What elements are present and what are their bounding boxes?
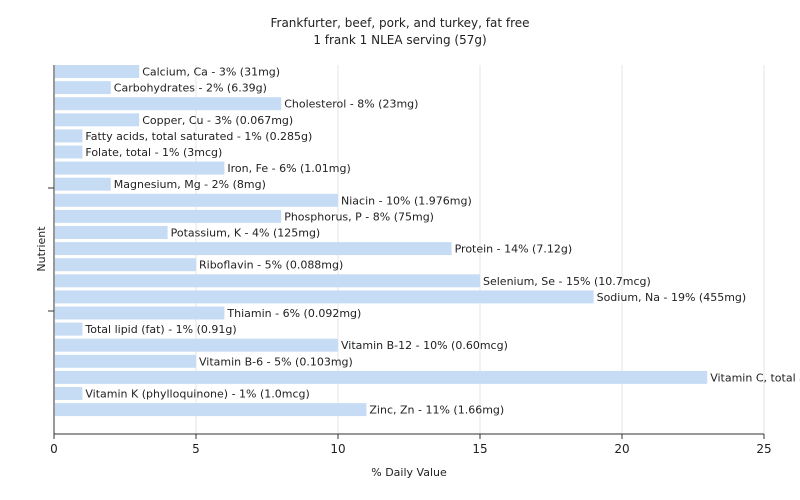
bar — [55, 65, 140, 78]
bar-label: Calcium, Ca - 3% (31mg) — [142, 66, 280, 79]
bar — [55, 370, 708, 384]
bar — [55, 403, 367, 417]
bar-label: Riboflavin - 5% (0.088mg) — [199, 259, 343, 272]
bar-label: Selenium, Se - 15% (10.7mcg) — [483, 275, 651, 288]
bar-label: Copper, Cu - 3% (0.067mg) — [142, 114, 293, 127]
bar — [55, 97, 282, 111]
bar-label: Potassium, K - 4% (125mg) — [171, 227, 321, 240]
x-tick-label: 5 — [192, 442, 200, 456]
bar — [55, 209, 282, 223]
bars — [55, 65, 708, 417]
bar-label: Vitamin C, total ascorbic acid - 23% (13… — [710, 371, 800, 384]
y-axis-ticks — [48, 187, 54, 312]
bar-label: Phosphorus, P - 8% (75mg) — [284, 210, 434, 223]
x-axis-ticks: 0 5 10 15 20 25 — [50, 434, 772, 456]
bar — [55, 226, 168, 239]
bar — [55, 322, 83, 336]
bar-label: Iron, Fe - 6% (1.01mg) — [227, 162, 350, 175]
bar-label: Total lipid (fat) - 1% (0.91g) — [84, 323, 236, 336]
bar-label: Niacin - 10% (1.976mg) — [341, 194, 472, 207]
bar-label: Sodium, Na - 19% (455mg) — [597, 291, 747, 304]
bar-label: Fatty acids, total saturated - 1% (0.285… — [85, 130, 312, 143]
y-axis-title: Nutrient — [35, 226, 48, 272]
bar-label: Zinc, Zn - 11% (1.66mg) — [369, 404, 504, 417]
x-tick-label: 10 — [330, 442, 345, 456]
bar-label: Thiamin - 6% (0.092mg) — [226, 307, 361, 320]
bar — [55, 242, 452, 256]
bar — [55, 354, 196, 368]
bar — [55, 177, 111, 191]
bar-label: Carbohydrates - 2% (6.39g) — [114, 82, 267, 95]
bar-label: Vitamin K (phylloquinone) - 1% (1.0mcg) — [85, 388, 309, 401]
bar — [55, 387, 83, 400]
bar — [55, 338, 338, 352]
bar-labels: Calcium, Ca - 3% (31mg) Carbohydrates - 2… — [84, 66, 800, 417]
x-tick-label: 20 — [614, 442, 629, 456]
bar — [55, 193, 338, 207]
bar — [55, 81, 111, 95]
x-axis-title: % Daily Value — [371, 466, 447, 479]
chart-title: Frankfurter, beef, pork, and turkey, fat… — [270, 16, 529, 30]
bar — [55, 161, 225, 175]
bar-label: Protein - 14% (7.12g) — [455, 243, 573, 256]
bar-label: Vitamin B-6 - 5% (0.103mg) — [199, 355, 353, 368]
bar — [55, 258, 196, 272]
bar-label: Vitamin B-12 - 10% (0.60mcg) — [341, 339, 508, 352]
bar-label: Magnesium, Mg - 2% (8mg) — [114, 178, 266, 191]
bar — [55, 113, 140, 127]
bar — [55, 145, 83, 159]
bar — [55, 290, 594, 304]
bar-label: Folate, total - 1% (3mcg) — [85, 146, 222, 159]
x-tick-label: 0 — [50, 442, 58, 456]
bar — [55, 274, 480, 288]
bar-label: Cholesterol - 8% (23mg) — [284, 98, 418, 111]
bar — [55, 129, 83, 143]
x-tick-label: 25 — [756, 442, 771, 456]
chart-subtitle: 1 frank 1 NLEA serving (57g) — [313, 33, 486, 47]
bar — [55, 306, 225, 320]
x-tick-label: 15 — [472, 442, 487, 456]
